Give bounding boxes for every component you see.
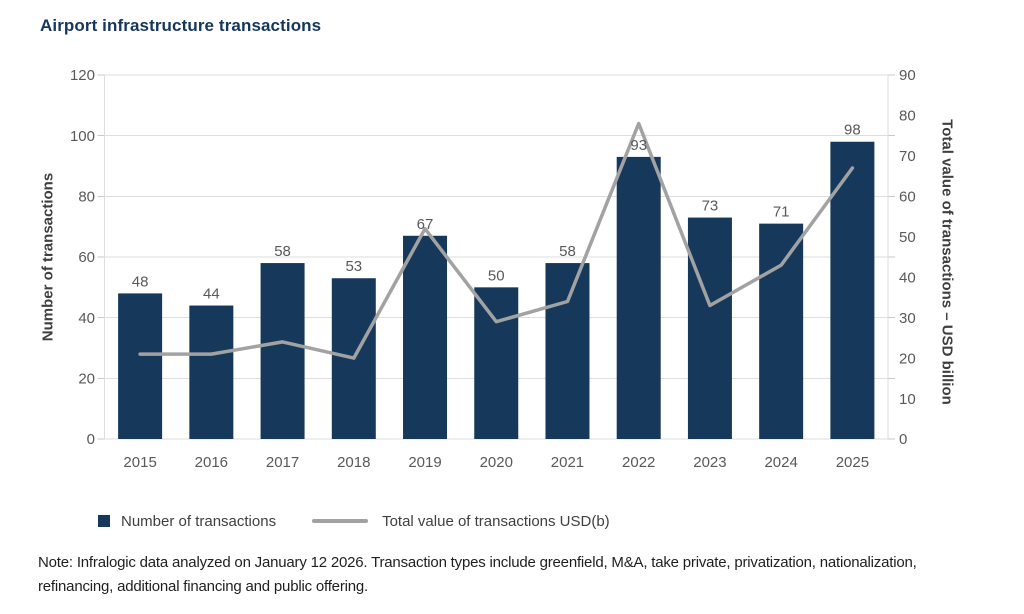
x-axis-tick-label: 2017	[266, 454, 299, 471]
bar-2015	[118, 293, 163, 439]
bar-value-label: 48	[132, 273, 149, 290]
left-axis-tick-label: 0	[87, 431, 95, 448]
x-axis-tick-label: 2018	[337, 454, 370, 471]
bar-value-label: 93	[630, 137, 647, 154]
right-axis-tick-label: 80	[899, 108, 916, 125]
right-axis-tick-label: 60	[899, 189, 916, 206]
right-axis-tick-label: 20	[899, 350, 916, 367]
bar-value-label: 73	[702, 198, 719, 215]
bar-2025	[830, 141, 875, 439]
bar-2023	[687, 217, 732, 439]
x-axis-tick-label: 2016	[195, 454, 228, 471]
bar-value-label: 53	[345, 258, 362, 275]
legend-line-label: Total value of transactions USD(b)	[382, 512, 610, 530]
x-axis-tick-label: 2022	[622, 454, 655, 471]
left-axis-tick-label: 100	[70, 128, 95, 145]
right-axis-tick-label: 0	[899, 431, 907, 448]
bar-2022	[616, 156, 661, 439]
x-axis-tick-label: 2024	[764, 454, 797, 471]
x-axis-tick-label: 2023	[693, 454, 726, 471]
right-axis-tick-label: 50	[899, 229, 916, 246]
bar-2021	[545, 263, 590, 439]
left-axis-title: Number of transactions	[39, 172, 57, 342]
bar-value-label: 50	[488, 267, 505, 284]
right-axis-tick-label: 70	[899, 148, 916, 165]
left-axis-tick-label: 60	[78, 249, 95, 266]
right-axis-title: Total value of transactions – USD billio…	[938, 119, 956, 405]
bar-value-label: 58	[559, 243, 576, 260]
x-axis-tick-label: 2021	[551, 454, 584, 471]
bar-value-label: 58	[274, 243, 291, 260]
legend-bar-label: Number of transactions	[121, 512, 277, 530]
right-axis-tick-label: 90	[899, 67, 916, 84]
right-axis-tick-label: 40	[899, 269, 916, 286]
bar-value-label: 98	[844, 122, 861, 139]
left-axis-tick-label: 40	[78, 310, 95, 327]
bar-2019	[403, 235, 448, 439]
x-axis-tick-label: 2025	[836, 454, 869, 471]
legend-bar-swatch-icon	[98, 515, 110, 527]
right-axis-tick-label: 30	[899, 310, 916, 327]
value-line	[138, 121, 855, 360]
bar-value-label: 71	[773, 204, 790, 221]
bar-value-label: 44	[203, 286, 220, 303]
left-axis-tick-label: 20	[78, 371, 95, 388]
bar-2016	[189, 305, 234, 439]
bar-2024	[759, 223, 804, 439]
note-text: Note: Infralogic data analyzed on Januar…	[38, 554, 917, 595]
left-axis-tick-label: 120	[70, 67, 95, 84]
chart-title: Airport infrastructure transactions	[40, 16, 322, 35]
x-axis-tick-label: 2020	[480, 454, 513, 471]
bar-2020	[474, 287, 519, 439]
x-axis-tick-label: 2019	[408, 454, 441, 471]
right-axis-tick-label: 10	[899, 391, 916, 408]
legend: Number of transactions Total value of tr…	[98, 508, 610, 534]
x-axis-tick-label: 2015	[123, 454, 156, 471]
bar-2017	[260, 263, 305, 439]
left-axis-tick-label: 80	[78, 189, 95, 206]
legend-line-swatch-icon	[312, 519, 369, 523]
bar-value-label: 67	[417, 216, 434, 233]
